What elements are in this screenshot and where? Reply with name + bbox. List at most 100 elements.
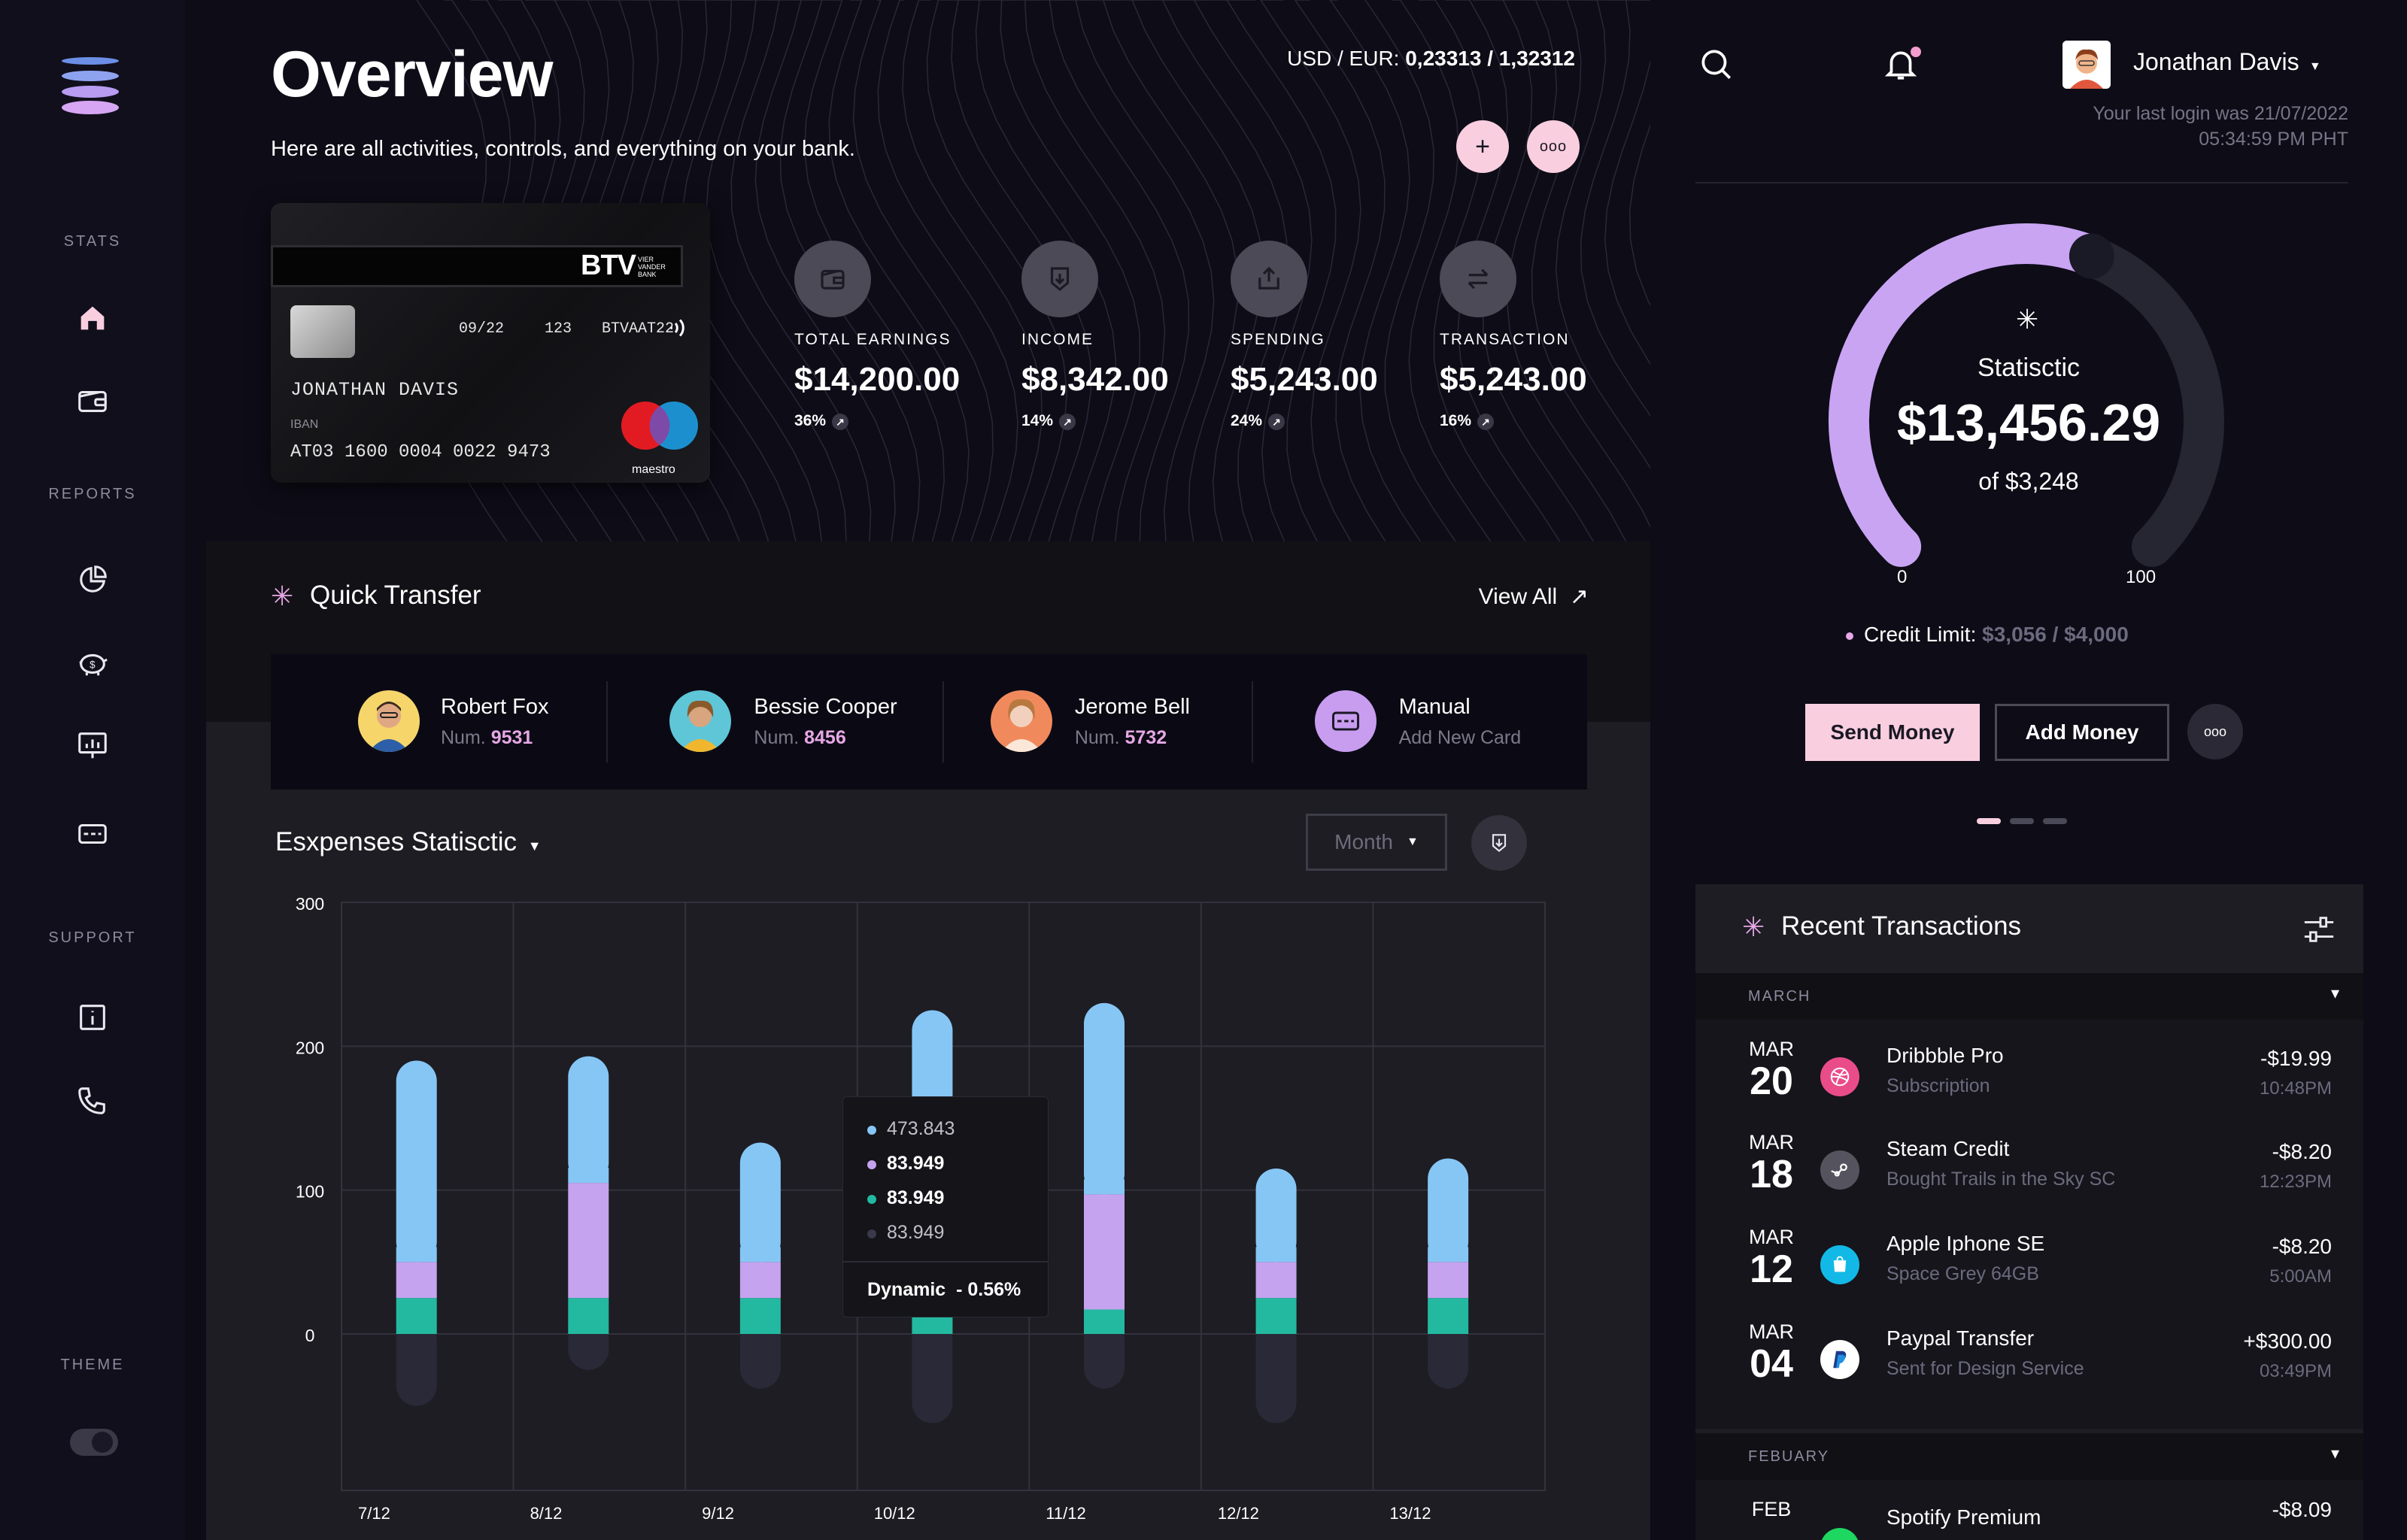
transaction-row[interactable]: MAR 12 Apple Iphone SE Space Grey 64GB -… — [1749, 1226, 2332, 1291]
download-button[interactable] — [1471, 815, 1527, 871]
phone-icon[interactable] — [74, 1081, 111, 1119]
stat-label: SPENDING — [1231, 331, 1325, 348]
gauge-min: 0 — [1897, 567, 1908, 587]
add-button[interactable]: + — [1456, 120, 1509, 173]
theme-toggle[interactable] — [70, 1429, 118, 1456]
contactless-icon — [669, 319, 684, 337]
more-button[interactable]: ooo — [2187, 704, 2243, 759]
y-tick-label: 0 — [305, 1326, 315, 1345]
transaction-time: 5:00AM — [2269, 1266, 2332, 1287]
home-icon[interactable] — [74, 299, 111, 337]
bell-icon[interactable] — [1882, 45, 1920, 83]
stat-percent: 16% ↗ — [1440, 412, 1628, 430]
transaction-row[interactable]: MAR 18 Steam Credit Bought Trails in the… — [1749, 1131, 2332, 1196]
send-money-button[interactable]: Send Money — [1805, 704, 1980, 761]
card-network: maestro — [632, 463, 675, 476]
credit-limit: Credit Limit: $3,056 / $4,000 — [1846, 623, 2129, 647]
transaction-name: Spotify Premium — [1886, 1505, 2041, 1529]
transaction-row[interactable]: MAR 20 Dribbble Pro Subscription -$19.99… — [1749, 1038, 2332, 1103]
bar-segment — [1084, 1194, 1125, 1310]
stat-percent: 36% ↗ — [794, 412, 982, 430]
arrow-up-right-icon: ↗ — [1477, 414, 1495, 430]
bar-segment — [1255, 1298, 1297, 1334]
bar-segment-fill — [1084, 1179, 1125, 1195]
bar-segment — [1084, 1002, 1125, 1195]
more-icon: ooo — [1539, 138, 1568, 155]
filter-icon[interactable] — [2302, 914, 2336, 944]
app-logo[interactable] — [62, 57, 119, 114]
add-new-card[interactable]: Manual Add New Card — [1251, 654, 1587, 790]
bank-card[interactable]: BTV VIER VANDER BANK 09/22 123 BTVAAT22 JO… — [271, 203, 710, 483]
contact-robert-fox[interactable]: Robert Fox Num. 9531 — [271, 654, 606, 790]
card-iban: AT03 1600 0004 0022 9473 — [290, 442, 551, 462]
quick-transfer-list: Robert Fox Num. 9531 Bessie Cooper Num. … — [271, 654, 1587, 790]
card-holder: JONATHAN DAVIS — [290, 379, 460, 401]
bar-segment — [396, 1298, 437, 1334]
transaction-amount: -$8.20 — [2272, 1235, 2332, 1258]
card-cvv: 123 — [545, 320, 572, 338]
paypal-icon — [1820, 1340, 1859, 1379]
contact-jerome-bell[interactable]: Jerome Bell Num. 5732 — [942, 654, 1252, 790]
caret-down-icon: ▾ — [2330, 1444, 2339, 1463]
transaction-row[interactable]: FEB Spotify Premium -$8.09 — [1695, 1492, 2363, 1540]
carousel-dots[interactable] — [1977, 818, 2067, 824]
appstore-icon — [1820, 1245, 1859, 1284]
transaction-name: Steam Credit — [1886, 1137, 2010, 1160]
arrow-up-right-icon: ↗ — [1268, 414, 1285, 430]
gauge-of: of $3,248 — [1978, 468, 2079, 495]
bar-segment — [739, 1262, 781, 1299]
transaction-sub: Space Grey 64GB — [1886, 1263, 2039, 1284]
right-panel: Jonathan Davis ▼ Your last login was 21/… — [1650, 0, 2407, 1540]
more-button[interactable]: ooo — [1527, 120, 1580, 173]
x-tick-label: 10/12 — [874, 1504, 915, 1523]
card-icon[interactable] — [74, 815, 111, 853]
transaction-name: Dribbble Pro — [1886, 1044, 2004, 1067]
bar-segment — [568, 1056, 609, 1184]
info-icon[interactable] — [74, 999, 111, 1036]
stat-percent: 14% ↗ — [1021, 412, 1210, 430]
stat-label: TOTAL EARNINGS — [794, 331, 952, 348]
transaction-name: Apple Iphone SE — [1886, 1232, 2045, 1255]
pie-chart-icon[interactable] — [74, 561, 111, 599]
avatar[interactable] — [2062, 41, 2111, 89]
transactions-header: ✳ Recent Transactions — [1695, 884, 2363, 973]
tooltip-row: 83.949 — [867, 1187, 944, 1209]
stat-label: TRANSACTION — [1440, 331, 1570, 348]
contact-bessie-cooper[interactable]: Bessie Cooper Num. 8456 — [606, 654, 942, 790]
sidebar-section-reports: REPORTS — [48, 486, 137, 502]
exchange-rate: USD / EUR: 0,23313 / 1,32312 — [1287, 47, 1575, 71]
contact-name: Manual — [1398, 695, 1471, 719]
stat-label: INCOME — [1021, 331, 1094, 348]
steam-icon — [1820, 1150, 1859, 1190]
add-money-button[interactable]: Add Money — [1995, 704, 2169, 761]
presentation-chart-icon[interactable] — [74, 726, 111, 764]
month-header-february[interactable]: FEBUARY ▾ — [1695, 1433, 2363, 1480]
bar-segment-fill — [739, 1247, 781, 1263]
card-brand-small: VIER VANDER BANK — [638, 256, 666, 278]
contact-name: Robert Fox — [441, 695, 549, 719]
tooltip-row: 83.949 — [867, 1153, 944, 1175]
bar-segment — [1255, 1262, 1297, 1299]
expenses-title[interactable]: Esxpenses Statisctic ▼ — [275, 827, 542, 856]
user-menu[interactable]: Jonathan Davis ▼ — [2133, 48, 2321, 75]
period-select[interactable]: Month ▼ — [1306, 814, 1447, 871]
wallet-icon[interactable] — [74, 382, 111, 420]
upload-icon — [1231, 241, 1307, 317]
more-icon: ooo — [2203, 723, 2227, 739]
transaction-row[interactable]: MAR 04 Paypal Transfer Sent for Design S… — [1749, 1320, 2332, 1386]
bar-segment — [396, 1060, 437, 1263]
x-tick-label: 11/12 — [1046, 1504, 1085, 1523]
bar-negative — [1255, 1319, 1297, 1423]
exchange-rate-label: USD / EUR: — [1287, 47, 1400, 70]
card-iban-label: IBAN — [290, 418, 319, 431]
view-all-link[interactable]: View All ↗ — [1478, 584, 1589, 609]
contact-number: Num. 5732 — [1074, 727, 1167, 748]
stat-value: $14,200.00 — [794, 361, 961, 398]
search-icon[interactable] — [1697, 45, 1735, 83]
transactions-list — [1695, 1020, 2363, 1429]
piggy-bank-icon[interactable]: $ — [74, 644, 111, 681]
stat-transaction: TRANSACTION $5,243.00 16% ↗ — [1440, 241, 1628, 430]
transaction-time: 03:49PM — [2259, 1361, 2332, 1381]
month-header-march[interactable]: MARCH ▾ — [1695, 973, 2363, 1020]
bar-negative — [396, 1319, 437, 1406]
